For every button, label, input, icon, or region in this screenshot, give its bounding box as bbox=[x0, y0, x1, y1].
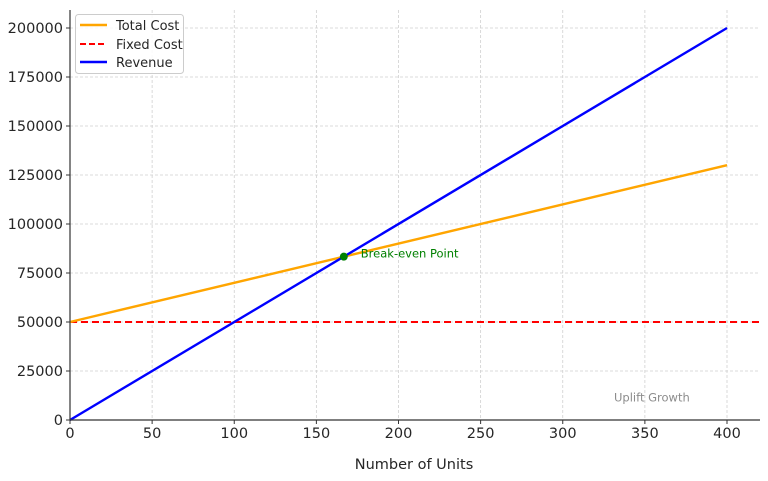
break-even-marker bbox=[339, 252, 348, 261]
x-tick-label: 200 bbox=[385, 426, 413, 442]
y-tick-label: 100000 bbox=[8, 217, 63, 233]
legend-total-cost-label: Total Cost bbox=[115, 19, 179, 34]
y-tick-label: 150000 bbox=[8, 119, 63, 135]
total-cost-line bbox=[69, 164, 728, 324]
y-tick-label: 0 bbox=[54, 413, 63, 429]
x-tick-label: 400 bbox=[713, 426, 741, 442]
x-axis-label: Number of Units bbox=[355, 457, 474, 473]
y-tick-label: 125000 bbox=[8, 168, 63, 184]
legend: Total Cost Fixed Cost Revenue bbox=[75, 14, 184, 74]
legend-fixed-cost-label: Fixed Cost bbox=[116, 38, 183, 53]
y-tick-label: 50000 bbox=[17, 315, 63, 331]
x-tick-label: 300 bbox=[549, 426, 577, 442]
y-tick-label: 75000 bbox=[17, 266, 63, 282]
revenue-line bbox=[69, 26, 728, 422]
x-tick-label: 50 bbox=[143, 426, 161, 442]
y-tick-label: 25000 bbox=[17, 364, 63, 380]
x-tick-label: 150 bbox=[303, 426, 331, 442]
x-tick-label: 250 bbox=[467, 426, 495, 442]
gridlines bbox=[70, 10, 760, 420]
break-even-label: Break-even Point bbox=[361, 247, 459, 261]
x-axis-ticks: 0 50 100 150 200 250 300 350 400 bbox=[65, 420, 741, 442]
x-tick-label: 100 bbox=[220, 426, 248, 442]
uplift-growth-watermark: Uplift Growth bbox=[614, 390, 690, 404]
legend-revenue-label: Revenue bbox=[116, 56, 173, 71]
x-tick-label: 0 bbox=[65, 426, 74, 442]
y-tick-label: 200000 bbox=[8, 21, 63, 37]
y-axis-ticks: 0 25000 50000 75000 100000 125000 150000 175000… bbox=[8, 21, 70, 429]
legend-box bbox=[75, 14, 184, 74]
x-tick-label: 350 bbox=[631, 426, 659, 442]
y-tick-label: 175000 bbox=[8, 70, 63, 86]
